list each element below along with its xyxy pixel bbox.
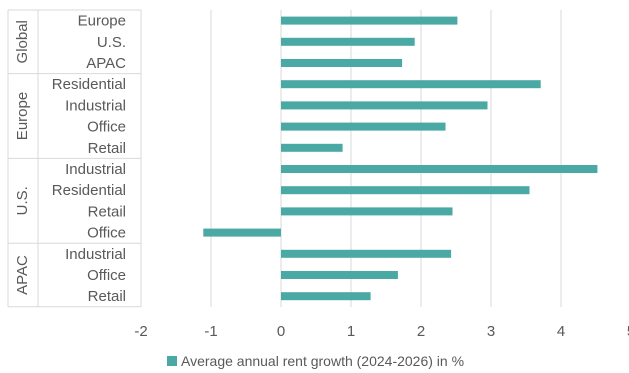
category-label: Retail bbox=[88, 203, 126, 220]
bar bbox=[281, 207, 453, 216]
group-label: Europe bbox=[14, 92, 31, 140]
category-label: Residential bbox=[52, 182, 126, 199]
bar bbox=[281, 37, 415, 46]
x-tick-label: 5 bbox=[627, 323, 629, 340]
legend: Average annual rent growth (2024-2026) i… bbox=[167, 353, 464, 369]
bar bbox=[281, 186, 530, 195]
bar bbox=[281, 122, 446, 131]
category-label: Industrial bbox=[65, 246, 126, 263]
bar bbox=[281, 80, 541, 89]
bar bbox=[281, 271, 398, 279]
bar bbox=[281, 292, 371, 301]
bar bbox=[281, 165, 598, 173]
category-label: Retail bbox=[88, 140, 126, 157]
x-tick-label: -1 bbox=[204, 323, 217, 340]
category-label: Office bbox=[87, 225, 126, 242]
x-tick-label: 1 bbox=[347, 323, 355, 340]
x-tick-label: 4 bbox=[557, 323, 565, 340]
bars bbox=[203, 16, 598, 301]
x-tick-label: 3 bbox=[487, 323, 495, 340]
category-label: Europe bbox=[78, 13, 126, 30]
bar bbox=[281, 101, 488, 110]
group-label: U.S. bbox=[14, 186, 31, 215]
category-label: APAC bbox=[86, 55, 126, 72]
legend-label: Average annual rent growth (2024-2026) i… bbox=[181, 353, 464, 369]
x-tick-label: 0 bbox=[277, 323, 285, 340]
group-label: APAC bbox=[14, 255, 31, 295]
category-axis: Europe U.S. APAC Global Residential Industria… bbox=[7, 9, 142, 308]
legend-swatch bbox=[167, 356, 177, 366]
category-label: Retail bbox=[88, 288, 126, 305]
category-label: Office bbox=[87, 267, 126, 284]
x-tick-label: 2 bbox=[417, 323, 425, 340]
bar bbox=[281, 249, 452, 258]
category-label: Office bbox=[87, 119, 126, 136]
category-label: Industrial bbox=[65, 161, 126, 178]
category-label: Residential bbox=[52, 76, 126, 93]
category-label: U.S. bbox=[97, 34, 126, 51]
category-label: Industrial bbox=[65, 97, 126, 114]
x-tick-label: -2 bbox=[134, 323, 147, 340]
group-label: Global bbox=[14, 20, 31, 63]
bar bbox=[281, 143, 343, 152]
x-axis-ticks: -2 -1 0 1 2 3 4 5 bbox=[134, 323, 629, 340]
bar bbox=[281, 16, 458, 25]
bar bbox=[281, 59, 403, 67]
gridlines bbox=[140, 10, 562, 307]
bar bbox=[203, 228, 281, 237]
